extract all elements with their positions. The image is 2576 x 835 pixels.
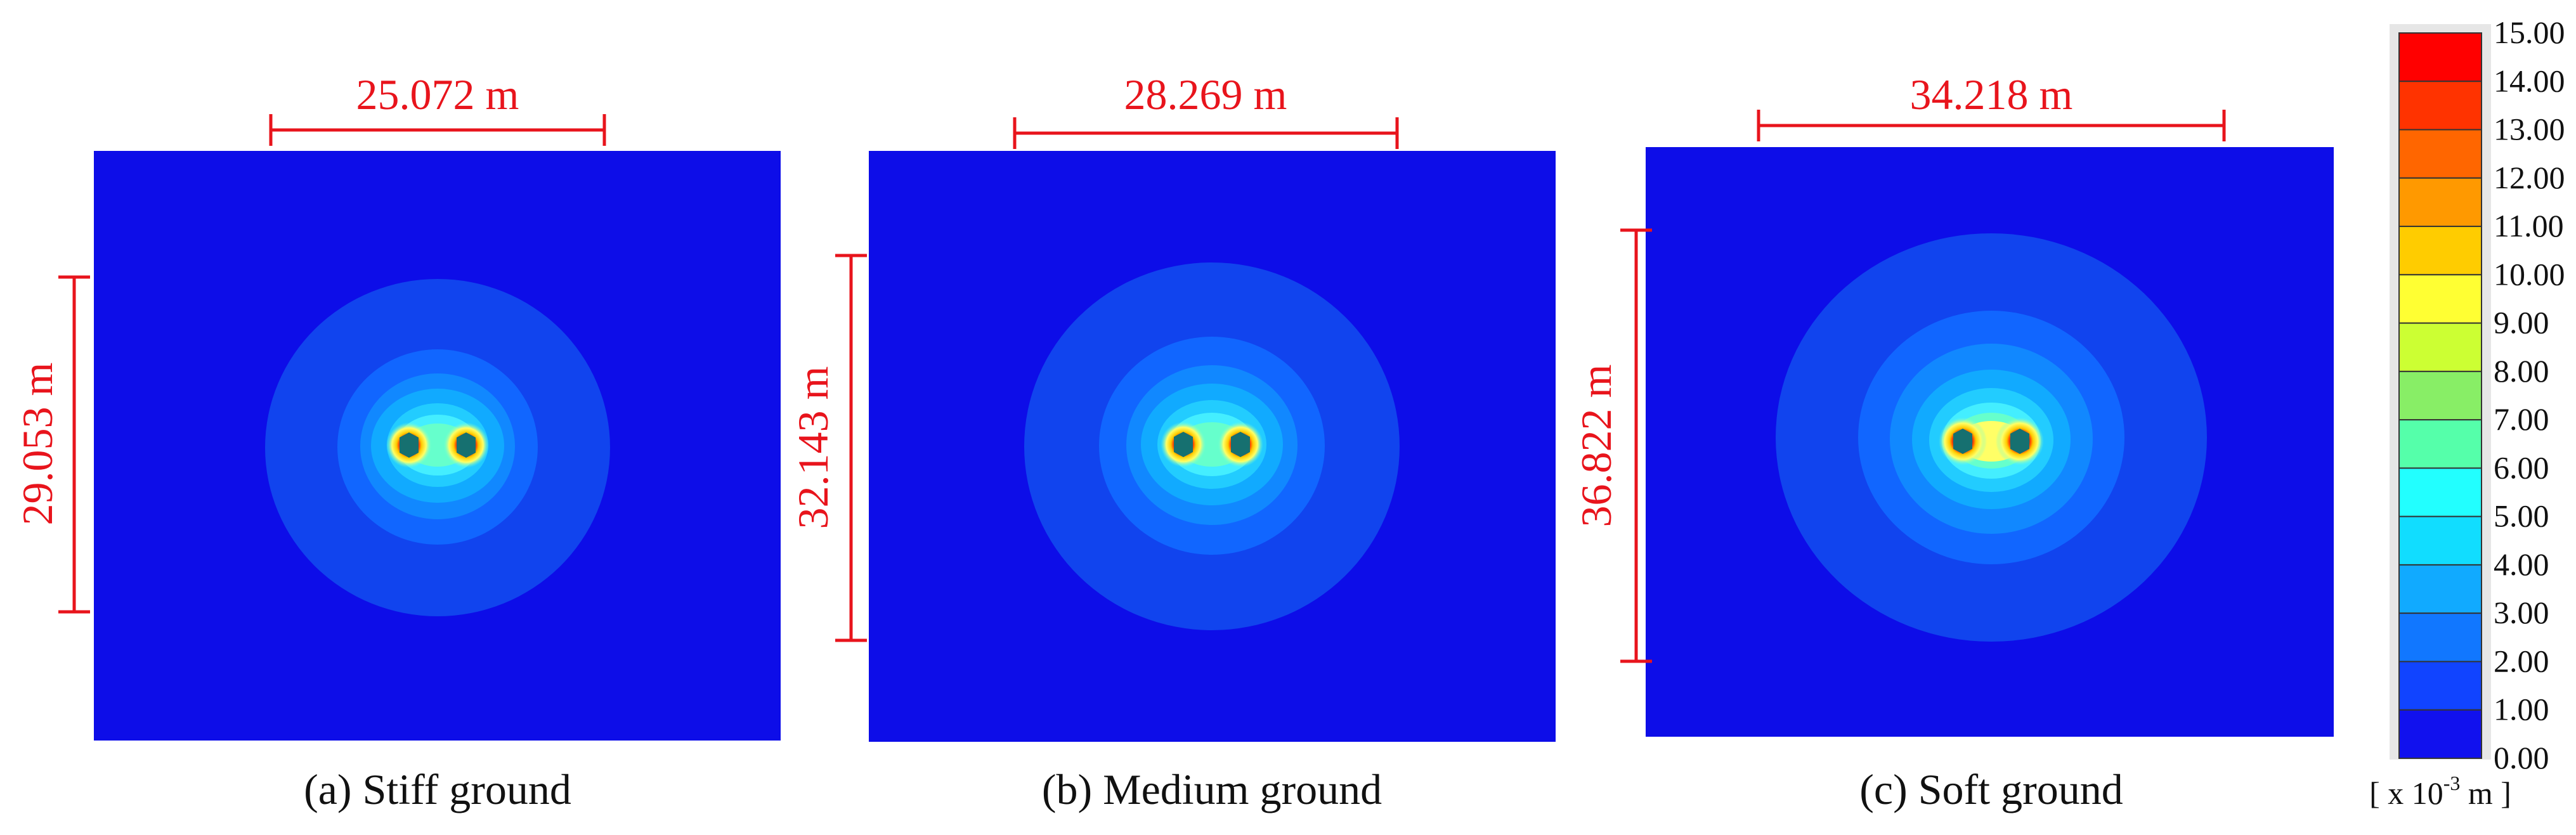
legend-swatch bbox=[2398, 322, 2482, 372]
legend-tick-label: 7.00 bbox=[2494, 401, 2549, 437]
panel-a-width-label: 25.072 m bbox=[356, 70, 519, 119]
legend-tick-label: 4.00 bbox=[2494, 547, 2549, 582]
tunnel-left bbox=[1174, 432, 1193, 457]
legend-unit: [ x 10-3 m ] bbox=[2369, 772, 2511, 811]
legend-tick-label: 5.00 bbox=[2494, 498, 2549, 534]
legend-tick-label: 6.00 bbox=[2494, 450, 2549, 485]
legend-tick-label: 11.00 bbox=[2494, 208, 2564, 243]
panel-a: 25.072 m 29.053 m (a) Stiff ground bbox=[13, 70, 781, 813]
legend-swatch bbox=[2398, 467, 2482, 517]
legend-ticks: 15.00 14.00 13.00 12.00 11.00 10.00 9.00 8.00 7.… bbox=[2494, 15, 2565, 775]
tunnel-left bbox=[400, 432, 419, 458]
tunnel-right bbox=[457, 432, 476, 458]
panel-a-width-dimension bbox=[269, 114, 606, 146]
legend-tick-label: 15.00 bbox=[2494, 15, 2565, 50]
legend-swatch bbox=[2398, 370, 2482, 421]
legend-swatch bbox=[2398, 661, 2482, 711]
legend-swatch bbox=[2398, 612, 2482, 663]
legend-swatch bbox=[2398, 709, 2482, 759]
legend-swatch bbox=[2398, 515, 2482, 566]
legend-tick-label: 2.00 bbox=[2494, 643, 2549, 678]
legend-tick-label: 9.00 bbox=[2494, 305, 2549, 340]
panel-b: 28.269 m 32.143 m (b) Medium ground bbox=[789, 70, 1556, 813]
legend-swatch bbox=[2398, 32, 2482, 82]
legend-unit-exp: -3 bbox=[2443, 772, 2461, 794]
legend-tick-label: 3.00 bbox=[2494, 595, 2549, 630]
legend-tick-label: 1.00 bbox=[2494, 692, 2549, 727]
legend-swatch bbox=[2398, 274, 2482, 324]
panel-b-height-label: 32.143 m bbox=[789, 366, 837, 529]
panel-a-height-dimension bbox=[58, 275, 90, 614]
panel-c-caption: (c) Soft ground bbox=[1859, 765, 2123, 813]
legend-tick-label: 8.00 bbox=[2494, 353, 2549, 389]
tunnel-right bbox=[1231, 432, 1250, 457]
panel-b-contours bbox=[1024, 262, 1400, 630]
panel-b-width-label: 28.269 m bbox=[1124, 70, 1287, 119]
panel-c-height-dimension bbox=[1620, 228, 1652, 663]
legend-unit-suffix: m ] bbox=[2460, 775, 2511, 811]
legend-swatch bbox=[2398, 419, 2482, 469]
panel-c-height-label: 36.822 m bbox=[1572, 365, 1620, 528]
legend-tick-label: 10.00 bbox=[2494, 256, 2565, 292]
panel-b-width-dimension bbox=[1013, 117, 1399, 149]
legend-swatch bbox=[2398, 226, 2482, 276]
legend-unit-prefix: [ x 10 bbox=[2369, 775, 2443, 811]
panel-a-height-label: 29.053 m bbox=[13, 363, 62, 526]
color-legend: 15.00 14.00 13.00 12.00 11.00 10.00 9.00 8.00 7.… bbox=[2369, 15, 2565, 811]
panel-c-width-dimension bbox=[1757, 110, 2226, 141]
legend-tick-label: 13.00 bbox=[2494, 112, 2565, 147]
panel-a-caption: (a) Stiff ground bbox=[304, 765, 571, 813]
tunnel-left bbox=[1953, 429, 1972, 454]
legend-swatch bbox=[2398, 81, 2482, 131]
panel-b-height-dimension bbox=[835, 254, 867, 642]
legend-swatch bbox=[2398, 564, 2482, 614]
panel-c-contours bbox=[1776, 233, 2207, 642]
legend-swatch bbox=[2398, 177, 2482, 228]
legend-swatch bbox=[2398, 129, 2482, 179]
panel-b-caption: (b) Medium ground bbox=[1042, 765, 1382, 813]
panel-c: 34.218 m 36.822 m (c) Soft ground bbox=[1572, 70, 2334, 813]
panel-c-width-label: 34.218 m bbox=[1910, 70, 2073, 119]
legend-tick-label: 0.00 bbox=[2494, 740, 2549, 775]
legend-tick-label: 14.00 bbox=[2494, 63, 2565, 98]
legend-swatches bbox=[2398, 32, 2482, 759]
panel-a-contours bbox=[265, 279, 610, 616]
tunnel-right bbox=[2010, 429, 2029, 454]
legend-tick-label: 12.00 bbox=[2494, 160, 2565, 195]
